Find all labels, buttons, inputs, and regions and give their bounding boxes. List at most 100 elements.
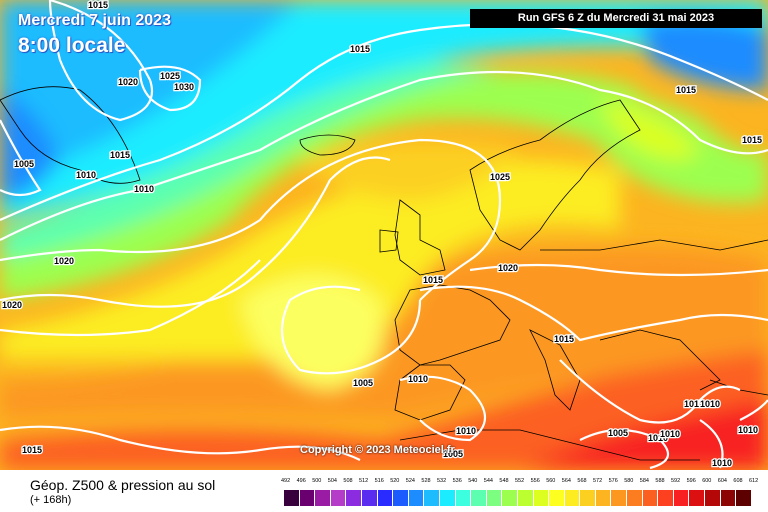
legend-tick: 548 bbox=[499, 478, 509, 484]
isobar-label: 1015 bbox=[88, 0, 108, 10]
isobar-label: 1010 bbox=[456, 426, 476, 436]
legend-tick: 500 bbox=[312, 478, 322, 484]
legend-swatch bbox=[549, 490, 565, 506]
legend-swatch bbox=[502, 490, 518, 506]
isobar-label: 1015 bbox=[350, 44, 370, 54]
legend-tick: 592 bbox=[671, 478, 681, 484]
forecast-time: 8:00 locale bbox=[18, 34, 126, 57]
legend-swatch bbox=[517, 490, 534, 506]
legend-tick: 560 bbox=[546, 478, 556, 484]
legend-tick: 576 bbox=[608, 478, 618, 484]
isobar-label: 1010 bbox=[408, 374, 428, 384]
legend-swatch bbox=[595, 490, 612, 506]
legend-tick: 508 bbox=[343, 478, 353, 484]
legend-swatch bbox=[284, 490, 300, 506]
legend-tick: 536 bbox=[452, 478, 462, 484]
isobar-label: 1010 bbox=[76, 170, 96, 180]
isobar-label: 1015 bbox=[22, 445, 42, 455]
legend-swatch bbox=[330, 490, 347, 506]
legend-tick: 512 bbox=[359, 478, 369, 484]
legend-tick: 608 bbox=[733, 478, 743, 484]
legend-swatch bbox=[720, 490, 737, 506]
legend-swatch bbox=[315, 490, 331, 506]
isobar-label: 1010 bbox=[738, 425, 758, 435]
isobar-label: 1015 bbox=[554, 334, 574, 344]
legend-swatch bbox=[486, 490, 503, 506]
parameter-title: Géop. Z500 & pression au sol bbox=[30, 477, 216, 493]
legend-swatch bbox=[299, 490, 316, 506]
legend-tick: 540 bbox=[468, 478, 478, 484]
isobar-label: 1015 bbox=[742, 135, 762, 145]
legend-swatch bbox=[377, 490, 394, 506]
legend-swatch bbox=[346, 490, 362, 506]
isobar-label: 1010 bbox=[684, 399, 704, 409]
legend-swatch bbox=[611, 490, 628, 506]
legend-tick-labels: 492 496 500 504 508 512 516 520 524 528 532 536 540 5… bbox=[281, 478, 758, 488]
legend-tick: 556 bbox=[530, 478, 540, 484]
color-legend bbox=[284, 490, 752, 506]
legend-tick: 528 bbox=[421, 478, 431, 484]
legend-tick: 516 bbox=[374, 478, 384, 484]
isobar-label: 1005 bbox=[353, 378, 373, 388]
coastlines bbox=[0, 86, 768, 461]
isobar-label: 1010 bbox=[700, 399, 720, 409]
legend-swatch bbox=[689, 490, 706, 506]
isobar-label: 1030 bbox=[174, 82, 194, 92]
legend-swatch bbox=[658, 490, 674, 506]
legend-tick: 524 bbox=[405, 478, 415, 484]
legend-tick: 572 bbox=[593, 478, 603, 484]
isobar-label: 1020 bbox=[54, 256, 74, 266]
legend-tick: 604 bbox=[717, 478, 727, 484]
legend-swatch bbox=[673, 490, 690, 506]
legend-tick: 532 bbox=[437, 478, 447, 484]
isobar-label: 1010 bbox=[712, 458, 732, 468]
legend-swatch bbox=[361, 490, 378, 506]
forecast-date: Mercredi 7 juin 2023 bbox=[18, 12, 171, 29]
isobar-labels: 1015101510251030102010051015101010101015… bbox=[1, 0, 764, 469]
legend-tick: 496 bbox=[296, 478, 306, 484]
weather-map: 1015101510251030102010051015101010101015… bbox=[0, 0, 768, 470]
isobars bbox=[0, 0, 768, 470]
legend-tick: 580 bbox=[624, 478, 634, 484]
isobar-label: 1005 bbox=[14, 159, 34, 169]
isobar-label: 1020 bbox=[498, 263, 518, 273]
isobar-label: 1020 bbox=[2, 300, 22, 310]
isobar-label: 1010 bbox=[648, 433, 668, 443]
legend-swatch bbox=[705, 490, 721, 506]
legend-tick: 588 bbox=[655, 478, 665, 484]
legend-swatch bbox=[424, 490, 440, 506]
legend-swatch bbox=[471, 490, 487, 506]
isobar-label: 1025 bbox=[490, 172, 510, 182]
forecast-hour: (+ 168h) bbox=[30, 494, 72, 506]
legend-swatch bbox=[393, 490, 409, 506]
legend-tick: 504 bbox=[327, 478, 337, 484]
legend-swatch bbox=[564, 490, 581, 506]
legend-swatch bbox=[580, 490, 596, 506]
isobar-label: 1005 bbox=[443, 449, 463, 459]
legend-swatch bbox=[439, 490, 456, 506]
legend-tick: 544 bbox=[483, 478, 493, 484]
legend-tick: 596 bbox=[686, 478, 696, 484]
legend-tick: 492 bbox=[281, 478, 291, 484]
legend-swatch bbox=[736, 490, 752, 506]
legend-tick: 552 bbox=[515, 478, 525, 484]
legend-tick: 520 bbox=[390, 478, 400, 484]
isobar-label: 1025 bbox=[160, 71, 180, 81]
legend-tick: 584 bbox=[639, 478, 649, 484]
geopotential-field bbox=[0, 0, 768, 470]
isobar-label: 1010 bbox=[134, 184, 154, 194]
legend-tick: 612 bbox=[749, 478, 759, 484]
legend-swatch bbox=[642, 490, 659, 506]
isobar-label: 1010 bbox=[660, 429, 680, 439]
copyright-text: Copyright © 2023 Meteociel.fr bbox=[300, 444, 455, 456]
legend-swatch bbox=[627, 490, 643, 506]
legend-swatch bbox=[533, 490, 550, 506]
isobar-label: 1005 bbox=[608, 428, 628, 438]
legend-tick: 564 bbox=[561, 478, 571, 484]
model-run-label: Run GFS 6 Z du Mercredi 31 mai 2023 bbox=[470, 9, 762, 28]
isobar-label: 1015 bbox=[110, 150, 130, 160]
legend-tick: 568 bbox=[577, 478, 587, 484]
isobar-label: 1015 bbox=[676, 85, 696, 95]
legend-tick: 600 bbox=[702, 478, 712, 484]
legend-swatch bbox=[408, 490, 425, 506]
